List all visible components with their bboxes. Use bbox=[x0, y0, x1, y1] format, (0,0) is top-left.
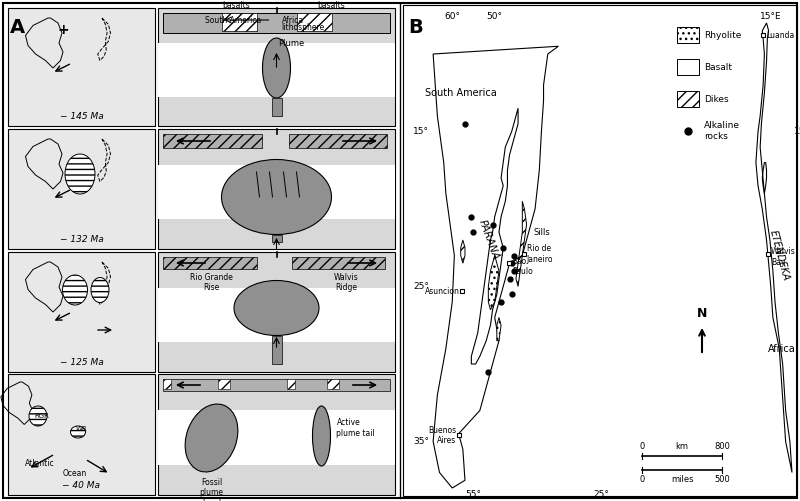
Ellipse shape bbox=[65, 154, 95, 194]
Bar bbox=[158, 129, 395, 249]
Text: WR: WR bbox=[76, 426, 88, 432]
Text: 500: 500 bbox=[714, 475, 730, 484]
Text: São
Paulo: São Paulo bbox=[512, 257, 533, 276]
Bar bbox=[163, 379, 390, 391]
Text: Walvis
Bay: Walvis Bay bbox=[771, 247, 796, 267]
Bar bbox=[8, 252, 155, 372]
Bar bbox=[297, 13, 331, 31]
Text: Sills: Sills bbox=[534, 228, 550, 237]
Bar bbox=[163, 257, 257, 269]
Text: Rio Grande
Rise: Rio Grande Rise bbox=[190, 273, 233, 293]
Text: Asuncion: Asuncion bbox=[425, 287, 459, 296]
Text: − 132 Ma: − 132 Ma bbox=[60, 235, 103, 244]
Text: Africa: Africa bbox=[767, 344, 795, 354]
Ellipse shape bbox=[313, 406, 330, 466]
Text: Rhyolite: Rhyolite bbox=[704, 31, 742, 40]
Text: Etendeka
basalts: Etendeka basalts bbox=[314, 0, 350, 10]
Text: Paranaˉ
basalts: Paranaˉ basalts bbox=[222, 0, 252, 10]
Text: Ocean: Ocean bbox=[63, 469, 87, 478]
Bar bbox=[677, 27, 699, 43]
Bar bbox=[222, 13, 257, 31]
Ellipse shape bbox=[222, 159, 331, 234]
Text: − 40 Ma: − 40 Ma bbox=[62, 481, 101, 490]
Bar bbox=[403, 5, 797, 496]
Text: 15°: 15° bbox=[413, 127, 429, 136]
Text: South America: South America bbox=[425, 88, 497, 98]
Ellipse shape bbox=[185, 404, 238, 472]
Text: 0: 0 bbox=[639, 475, 645, 484]
Text: 55°: 55° bbox=[466, 490, 482, 499]
Bar bbox=[158, 410, 395, 465]
Bar bbox=[8, 8, 155, 126]
Bar bbox=[271, 235, 282, 242]
Text: Basalt: Basalt bbox=[704, 63, 732, 72]
Bar bbox=[286, 379, 294, 389]
Text: A: A bbox=[10, 18, 25, 37]
Text: km: km bbox=[675, 442, 689, 451]
Text: PARANÁ: PARANÁ bbox=[477, 218, 500, 262]
Bar bbox=[158, 8, 395, 126]
Text: Fossil
plume
head: Fossil plume head bbox=[199, 478, 223, 501]
Bar bbox=[158, 44, 395, 97]
Text: ETENDEKA: ETENDEKA bbox=[768, 229, 791, 282]
Text: Atlantic: Atlantic bbox=[25, 459, 55, 468]
Text: 35°: 35° bbox=[413, 437, 429, 446]
Text: Active
plume tail: Active plume tail bbox=[337, 418, 375, 438]
Ellipse shape bbox=[234, 281, 319, 336]
Text: Walvis
Ridge: Walvis Ridge bbox=[334, 273, 359, 293]
Bar bbox=[158, 374, 395, 495]
Bar bbox=[163, 134, 262, 148]
Text: Buenos
Aires: Buenos Aires bbox=[428, 426, 456, 445]
Polygon shape bbox=[461, 240, 465, 263]
Ellipse shape bbox=[70, 426, 86, 438]
Text: 25°: 25° bbox=[413, 282, 429, 291]
Bar bbox=[271, 98, 282, 116]
Text: miles: miles bbox=[670, 475, 694, 484]
Text: South America: South America bbox=[206, 16, 262, 25]
Text: B: B bbox=[408, 18, 422, 37]
Text: lithosphere: lithosphere bbox=[282, 23, 325, 32]
Text: − 145 Ma: − 145 Ma bbox=[60, 112, 103, 121]
Text: Plume: Plume bbox=[278, 39, 305, 48]
Bar bbox=[163, 379, 171, 389]
Bar bbox=[163, 13, 390, 33]
Text: Rio de
Janeiro: Rio de Janeiro bbox=[526, 244, 553, 264]
Bar bbox=[271, 336, 282, 364]
Bar bbox=[677, 91, 699, 107]
Ellipse shape bbox=[91, 278, 109, 303]
Text: 0: 0 bbox=[639, 442, 645, 451]
Text: 60°: 60° bbox=[444, 12, 460, 21]
Bar bbox=[218, 379, 230, 389]
Text: Dikes: Dikes bbox=[704, 95, 729, 104]
Text: 15°E: 15°E bbox=[760, 12, 782, 21]
Bar bbox=[8, 374, 155, 495]
Text: − 125 Ma: − 125 Ma bbox=[60, 358, 103, 367]
Ellipse shape bbox=[62, 275, 87, 305]
Bar bbox=[289, 134, 387, 148]
Ellipse shape bbox=[262, 38, 290, 98]
Bar bbox=[158, 165, 395, 219]
Ellipse shape bbox=[29, 406, 47, 426]
Bar bbox=[677, 59, 699, 75]
Bar bbox=[8, 129, 155, 249]
Text: +: + bbox=[57, 23, 69, 37]
Polygon shape bbox=[516, 201, 526, 287]
Text: 800: 800 bbox=[714, 442, 730, 451]
Text: 15°S: 15°S bbox=[794, 127, 800, 136]
Bar bbox=[291, 257, 385, 269]
Text: Luanda: Luanda bbox=[766, 31, 794, 40]
Text: N: N bbox=[697, 307, 707, 320]
Text: 25°: 25° bbox=[593, 490, 609, 499]
Polygon shape bbox=[497, 318, 501, 341]
Bar bbox=[326, 379, 338, 389]
Text: 50°: 50° bbox=[486, 12, 502, 21]
Text: Africa: Africa bbox=[282, 16, 304, 25]
Polygon shape bbox=[488, 256, 499, 310]
Polygon shape bbox=[762, 162, 766, 193]
Polygon shape bbox=[471, 108, 518, 364]
Bar bbox=[158, 288, 395, 342]
Bar bbox=[158, 252, 395, 372]
Text: Alkaline
rocks: Alkaline rocks bbox=[704, 121, 740, 141]
Text: RGR: RGR bbox=[34, 413, 50, 419]
